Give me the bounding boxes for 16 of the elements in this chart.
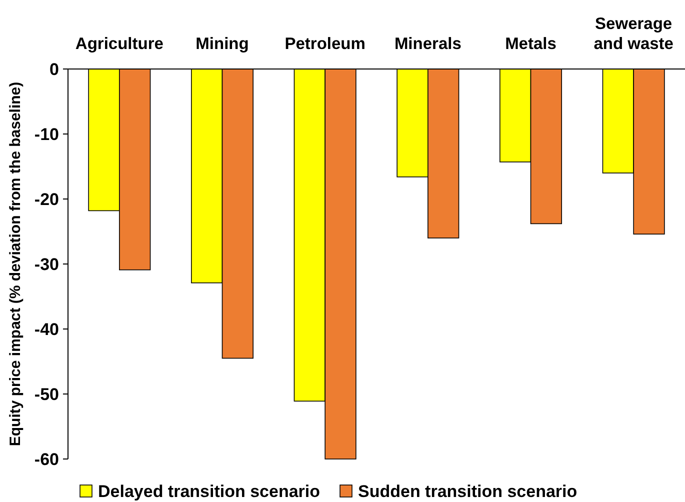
y-tick-label: -50: [34, 384, 59, 404]
y-tick-label: -60: [34, 450, 59, 469]
x-tick-label: Minerals: [394, 35, 462, 53]
x-tick-label: Sewerage and waste: [594, 15, 674, 53]
y-tick-label: -30: [34, 254, 59, 274]
x-tick-label: Petroleum: [284, 35, 366, 53]
y-tick-label: -20: [34, 190, 59, 209]
y-tick-label: 0: [50, 60, 59, 79]
y-tick-label: -40: [34, 320, 59, 339]
x-tick-label: Agriculture: [75, 35, 164, 53]
x-tick-label: Mining: [196, 35, 249, 53]
x-tick-label: Metals: [505, 35, 556, 53]
y-axis-title: Equity price impact (% deviation from the baseline): [7, 82, 24, 446]
legend-label: Sudden transition scenario: [358, 482, 578, 501]
y-tick-label: -10: [34, 124, 59, 144]
legend-label: Delayed transition scenario: [98, 482, 320, 501]
